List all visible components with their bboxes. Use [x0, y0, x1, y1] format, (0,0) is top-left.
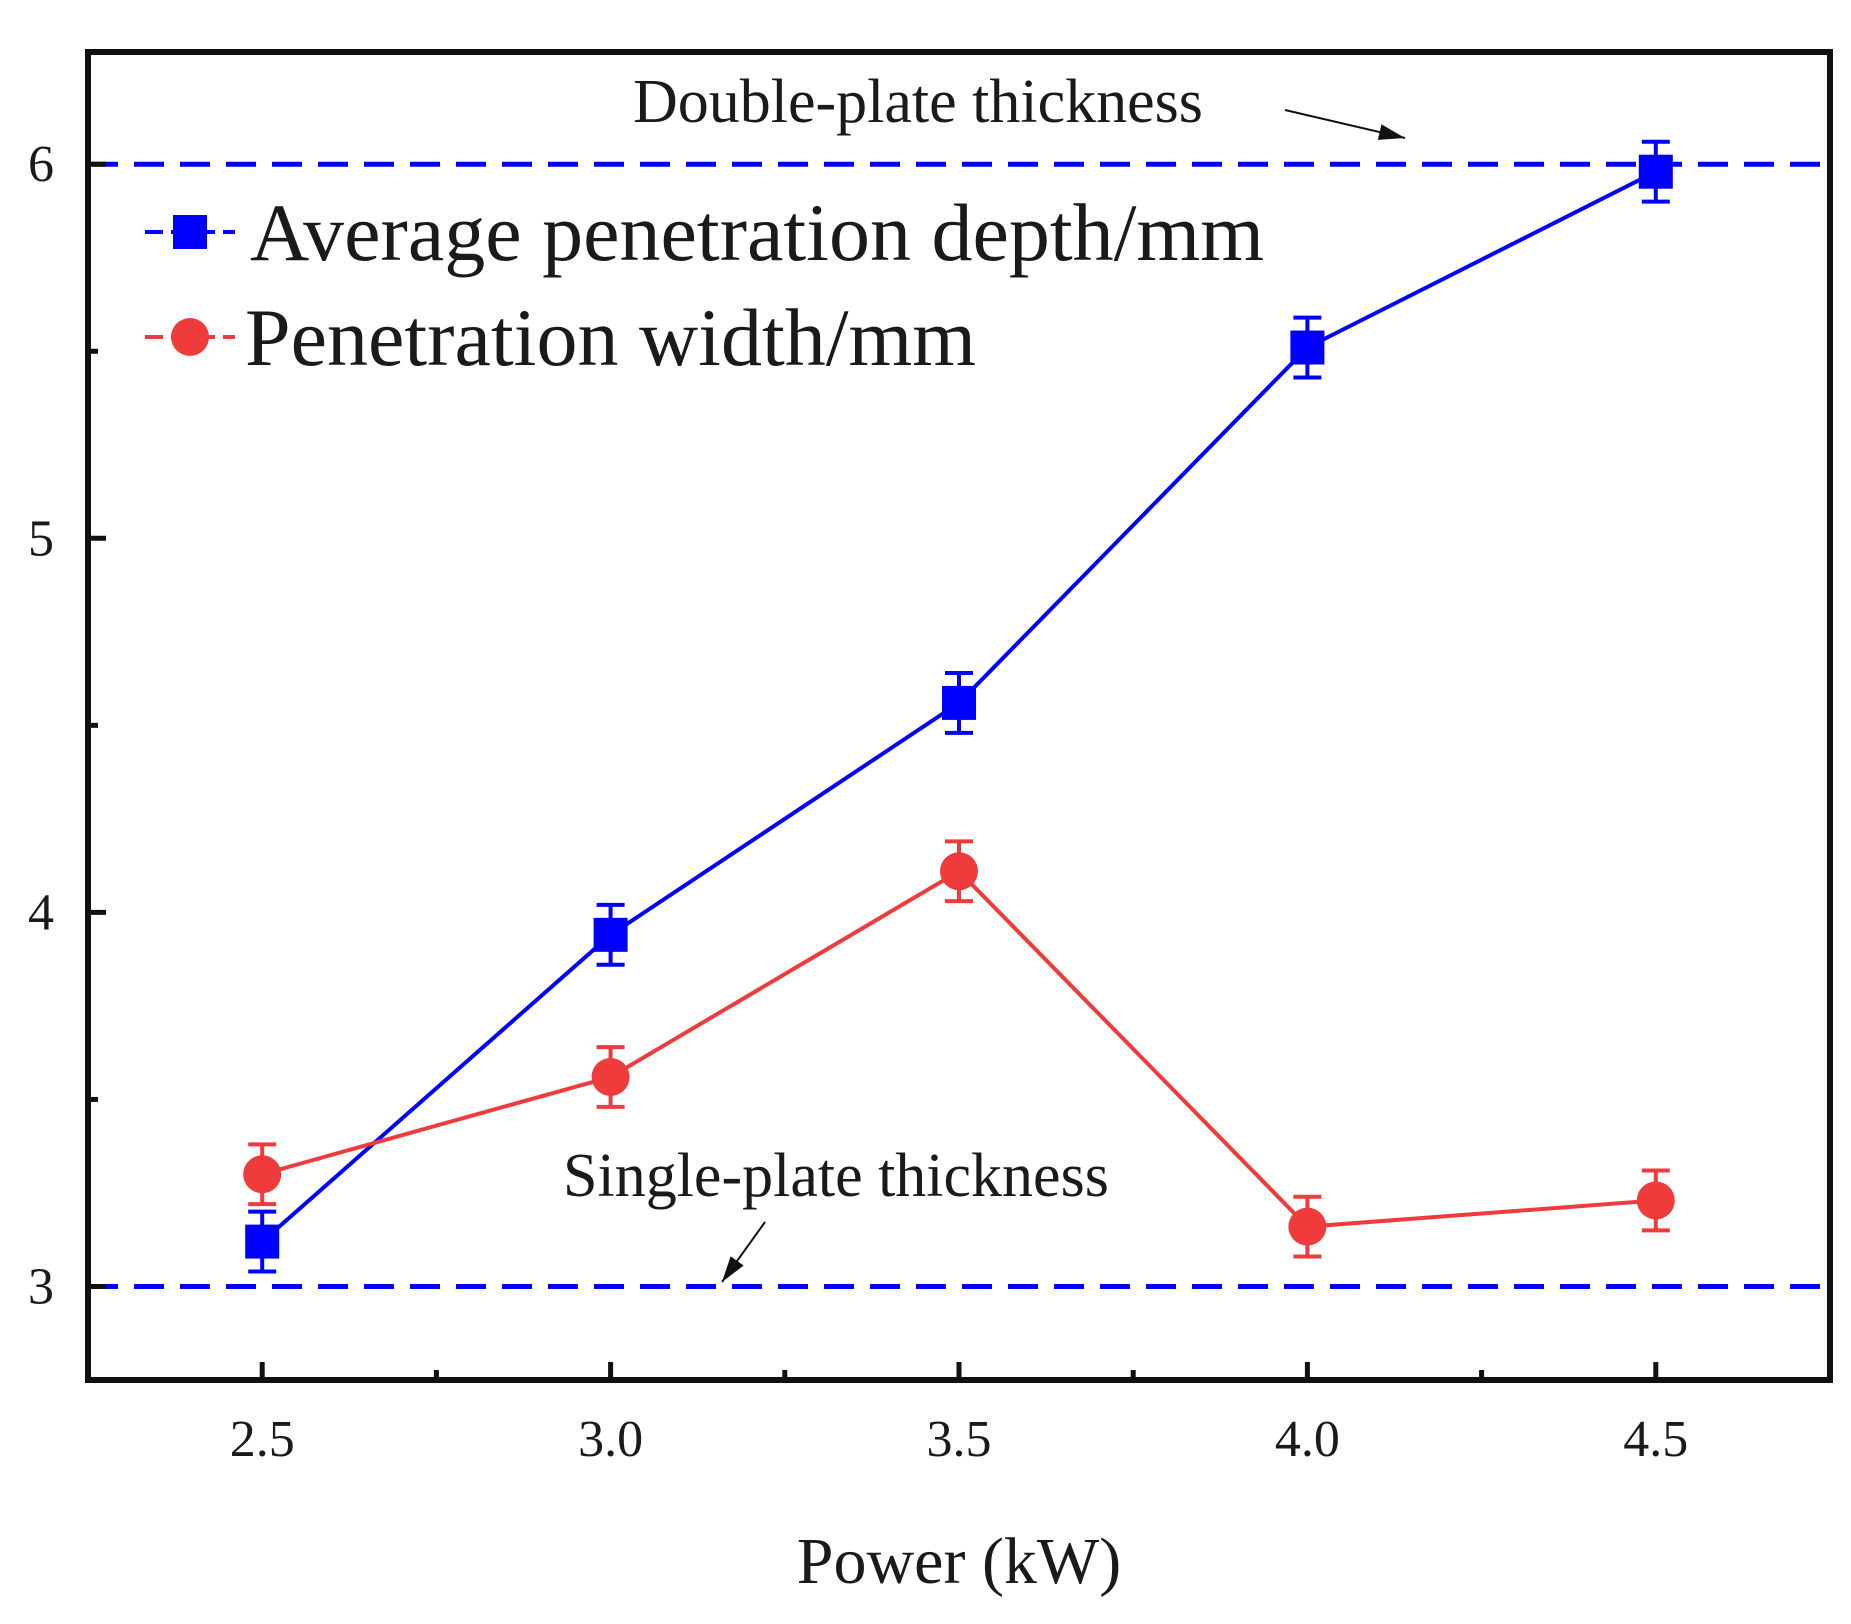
legend-depth-swatch [145, 215, 235, 249]
series-depth-point [1638, 154, 1673, 189]
plot-frame [85, 49, 1833, 1383]
series-depth-point [1290, 330, 1325, 365]
y-tick-label: 4 [28, 884, 54, 941]
legend-width-swatch [145, 318, 235, 356]
x-tick-label: 3.5 [927, 1411, 992, 1468]
series-width-point [940, 852, 978, 891]
series-width-point [1288, 1207, 1327, 1246]
y-tick-label: 3 [28, 1258, 54, 1315]
x-tick-label: 2.5 [230, 1411, 295, 1468]
series-width-point [591, 1057, 630, 1096]
double-plate-label: Double-plate thickness [633, 68, 1203, 136]
series-depth-point [245, 1224, 280, 1259]
single-plate-label: Single-plate thickness [563, 1142, 1109, 1210]
x-tick-label: 3.0 [578, 1411, 643, 1468]
series-width-point [1636, 1181, 1675, 1220]
plot-content: 2.5 3.0 3.5 4.0 4.5 3 4 5 6 [28, 109, 1830, 1468]
series-depth-point [942, 685, 976, 720]
y-tick-label: 6 [28, 136, 54, 193]
legend-label-depth: Average penetration depth/mm [250, 187, 1264, 278]
y-tick-label: 5 [28, 510, 54, 567]
legend-marker [173, 215, 207, 249]
series-depth-point [593, 917, 628, 952]
x-tick-label: 4.5 [1623, 1411, 1688, 1468]
legend: Average penetration depth/mm Penetration… [145, 187, 1264, 383]
series-width-point [243, 1155, 282, 1194]
double-plate-arrow-head [1377, 124, 1405, 140]
x-axis-title: Power (kW) [797, 1525, 1121, 1598]
legend-marker [171, 318, 209, 356]
legend-label-width: Penetration width/mm [245, 292, 976, 383]
x-tick-label: 4.0 [1275, 1411, 1340, 1468]
single-plate-arrow-head [722, 1256, 744, 1282]
